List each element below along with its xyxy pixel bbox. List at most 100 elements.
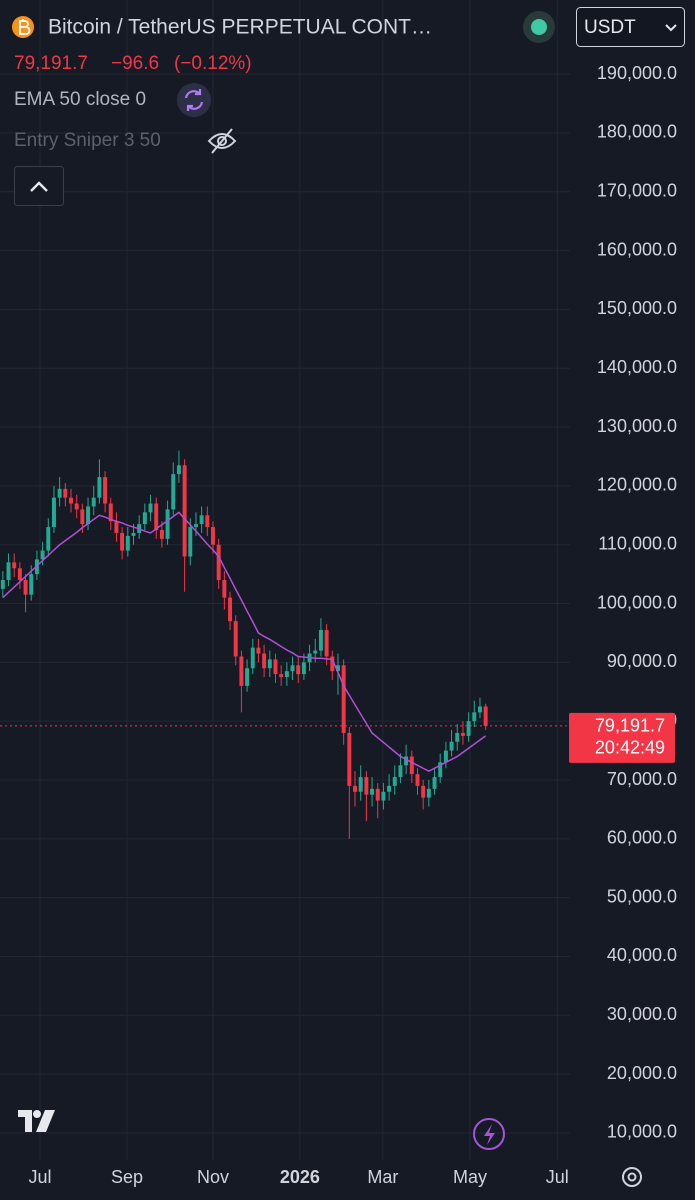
ema-line: [2, 511, 487, 773]
candle-body: [398, 765, 403, 778]
x-tick-label: Nov: [197, 1167, 229, 1187]
candle-body: [91, 497, 96, 507]
candle-body: [171, 474, 176, 510]
candle-body: [199, 515, 204, 525]
candle-body: [432, 777, 437, 789]
candle-body: [273, 659, 278, 675]
settings-button[interactable]: [622, 1167, 642, 1187]
candle-body: [188, 527, 193, 557]
x-tick-label: May: [453, 1167, 487, 1187]
candle-body: [125, 535, 130, 551]
candle-body: [392, 777, 397, 786]
candle-body: [12, 562, 17, 569]
candle-body: [222, 580, 227, 598]
reload-icon: [184, 89, 204, 111]
candle-body: [131, 532, 136, 536]
candle-body: [443, 750, 448, 763]
candle-body: [6, 562, 11, 580]
candle-body: [211, 527, 215, 545]
candle-body: [148, 503, 153, 513]
candle-body: [358, 777, 363, 792]
indicator-sniper[interactable]: Entry Sniper 3 50: [14, 130, 161, 151]
y-tick-label: 30,000.0: [607, 1004, 677, 1024]
coin-glyph: [19, 19, 31, 35]
price-tag-label: 79,191.7: [595, 716, 665, 736]
gear: [622, 1167, 642, 1187]
candle-body: [262, 653, 267, 669]
candle-body: [17, 568, 22, 580]
y-tick-label: 60,000.0: [607, 828, 677, 848]
indicator-ema[interactable]: EMA 50 close 0: [14, 89, 146, 110]
lightning-icon: [484, 1124, 495, 1145]
tv-logo: [18, 1110, 55, 1132]
collapse-icon: [30, 181, 48, 192]
candle-body: [335, 665, 340, 672]
candle-body: [455, 732, 460, 742]
gear-hub: [627, 1172, 637, 1182]
y-tick-label: 10,000.0: [607, 1122, 677, 1142]
candle-body: [120, 532, 125, 551]
candle-body: [324, 630, 329, 657]
candle-body: [290, 665, 295, 672]
candle-body: [313, 650, 318, 654]
candle-body: [23, 580, 28, 595]
candle-body: [114, 521, 119, 533]
candle-body: [375, 788, 380, 801]
y-tick-label: 20,000.0: [607, 1063, 677, 1083]
candle-body: [409, 756, 414, 775]
candle-body: [353, 785, 357, 792]
candle-body: [370, 788, 375, 795]
candle-body: [86, 506, 91, 525]
price-change: −96.6: [111, 53, 159, 74]
y-tick-label: 160,000.0: [597, 239, 677, 259]
candle-body: [364, 777, 369, 795]
dropdown-icon: [665, 24, 677, 32]
candle-body: [301, 662, 306, 675]
last-price: 79,191.7: [14, 53, 88, 74]
axis: 10,000.0 20,000.0 30,000.0 40,000.0 50,000.0…: [28, 63, 677, 1187]
candle-body: [449, 741, 454, 751]
candle-body: [182, 465, 187, 557]
hidden-icon-slash: [211, 128, 233, 154]
candle-body: [216, 544, 221, 580]
y-tick-label: 40,000.0: [607, 945, 677, 965]
y-tick-label: 70,000.0: [607, 769, 677, 789]
candle-body: [176, 465, 181, 475]
candle-body: [387, 785, 392, 792]
y-tick-label: 180,000.0: [597, 122, 677, 142]
grid: [0, 0, 570, 1160]
candle-body: [80, 509, 85, 525]
candle-body: [233, 621, 238, 657]
candle-body: [256, 647, 261, 654]
symbol-title[interactable]: Bitcoin / TetherUS PERPETUAL CONT…: [48, 16, 432, 39]
y-tick-label: 50,000.0: [607, 886, 677, 906]
candle-body: [40, 550, 45, 560]
candle-body: [74, 503, 79, 510]
candle-body: [250, 647, 255, 669]
candle-body: [477, 706, 482, 713]
candle-body: [69, 497, 73, 504]
candle-body: [142, 512, 147, 525]
candle-body: [57, 488, 62, 498]
candle-body: [284, 671, 289, 678]
plot: [0, 450, 570, 839]
currency-label: USDT: [584, 17, 636, 38]
candle-body: [165, 509, 170, 539]
candle-body: [103, 477, 108, 504]
candle-body: [341, 665, 346, 733]
price-change-pct: (−0.12%): [174, 53, 252, 74]
collapse-button[interactable]: [14, 166, 64, 206]
lightning-button[interactable]: [473, 1118, 505, 1150]
reload-button[interactable]: [177, 83, 211, 117]
y-tick-label: 170,000.0: [597, 181, 677, 201]
status-dot: [531, 19, 547, 35]
currency-select[interactable]: [576, 7, 685, 47]
countdown-label: 20:42:49: [595, 738, 665, 758]
x-tick-label: 2026: [280, 1167, 320, 1187]
candle-body: [205, 515, 210, 528]
tv-logo-dot: [33, 1110, 41, 1118]
candle-body: [330, 656, 335, 672]
hidden-icon-pupil: [217, 136, 227, 146]
